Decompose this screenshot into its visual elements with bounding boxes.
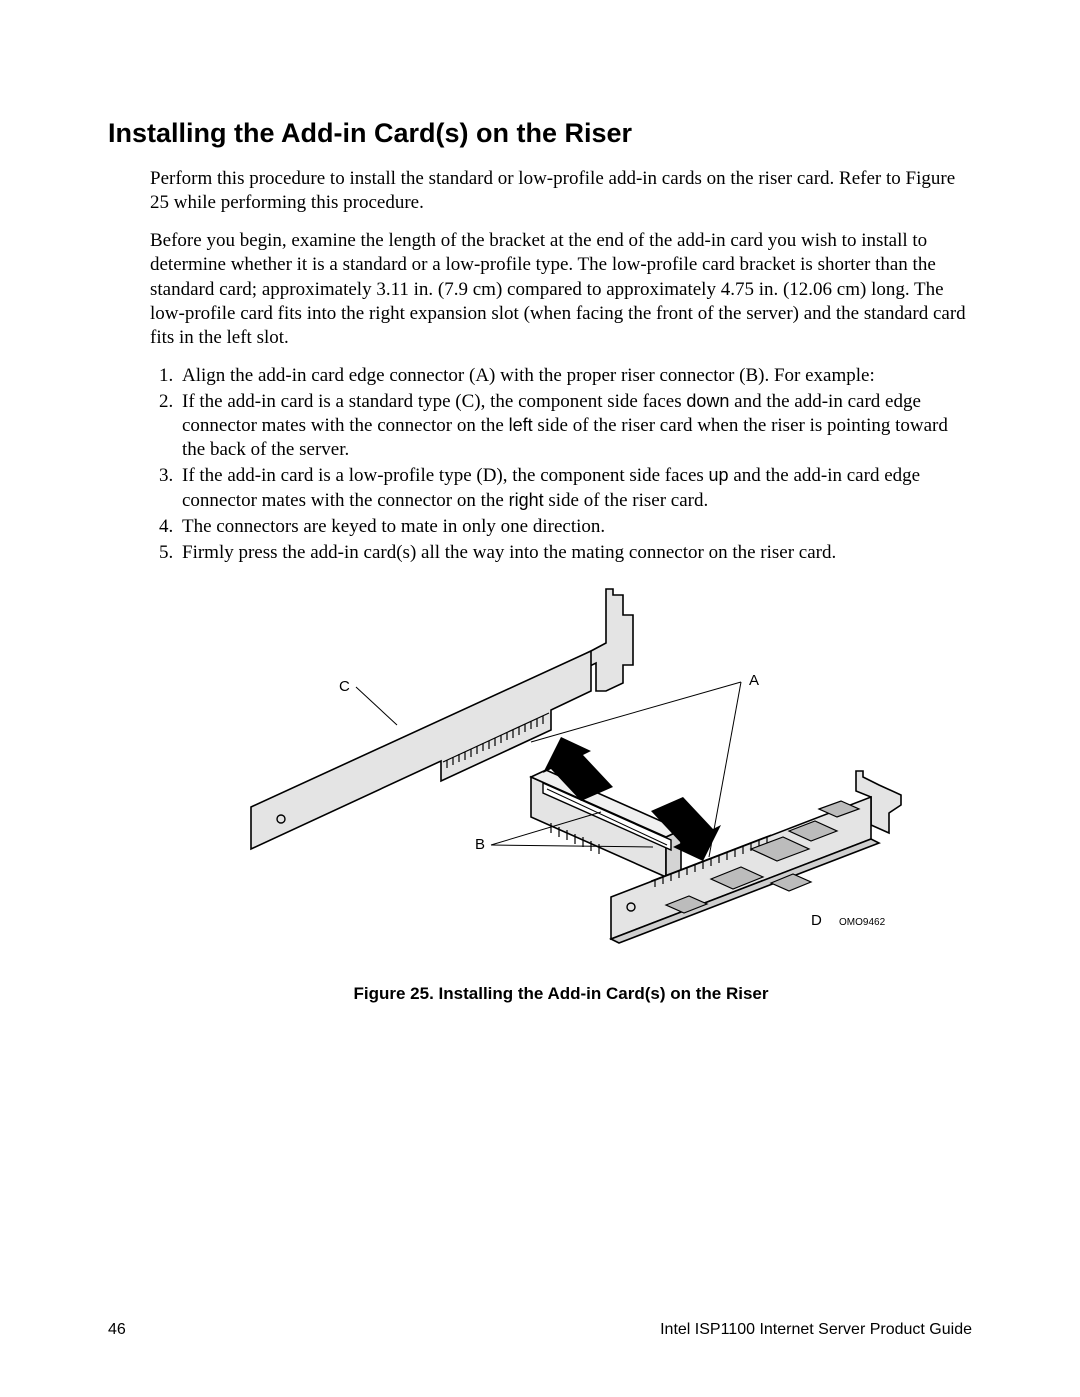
step-5: Firmly press the add-in card(s) all the … (178, 541, 972, 565)
figure-caption: Figure 25. Installing the Add-in Card(s)… (150, 984, 972, 1004)
callout-a: A (749, 672, 759, 689)
intro-paragraph-2: Before you begin, examine the length of … (150, 229, 972, 350)
step-2-text-a: If the add-in card is a standard type (C… (182, 391, 686, 412)
footer-text: ISP1100 Internet Server Product Guide (690, 1321, 972, 1338)
callout-b: B (475, 836, 485, 853)
footer-brand: Intel (660, 1321, 690, 1338)
step-4: The connectors are keyed to mate in only… (178, 515, 972, 539)
page-footer: 46 Intel ISP1100 Internet Server Product… (108, 1321, 972, 1339)
step-1: Align the add-in card edge connector (A)… (178, 364, 972, 388)
step-3: If the add-in card is a low-profile type… (178, 464, 972, 512)
step-3-text-c: side of the riser card. (544, 490, 709, 511)
drawing-id: OMO9462 (839, 917, 886, 928)
step-2-left: left (509, 415, 533, 435)
step-2-down: down (686, 391, 729, 411)
body: Perform this procedure to install the st… (150, 167, 972, 1004)
callout-d: D (811, 912, 822, 929)
intro-paragraph-1: Perform this procedure to install the st… (150, 167, 972, 215)
page: Installing the Add-in Card(s) on the Ris… (0, 0, 1080, 1397)
procedure-steps: Align the add-in card edge connector (A)… (154, 364, 972, 565)
callout-c: C (339, 678, 350, 695)
step-3-up: up (709, 465, 729, 485)
footer-product: Intel ISP1100 Internet Server Product Gu… (660, 1321, 972, 1339)
page-number: 46 (108, 1321, 126, 1339)
step-3-right: right (509, 490, 544, 510)
step-3-text-a: If the add-in card is a low-profile type… (182, 465, 709, 486)
riser-diagram: C A B D OMO9462 (211, 587, 911, 967)
figure-25: C A B D OMO9462 Figure 25. Installing th… (150, 587, 972, 1004)
step-2: If the add-in card is a standard type (C… (178, 390, 972, 462)
section-title: Installing the Add-in Card(s) on the Ris… (108, 118, 972, 149)
